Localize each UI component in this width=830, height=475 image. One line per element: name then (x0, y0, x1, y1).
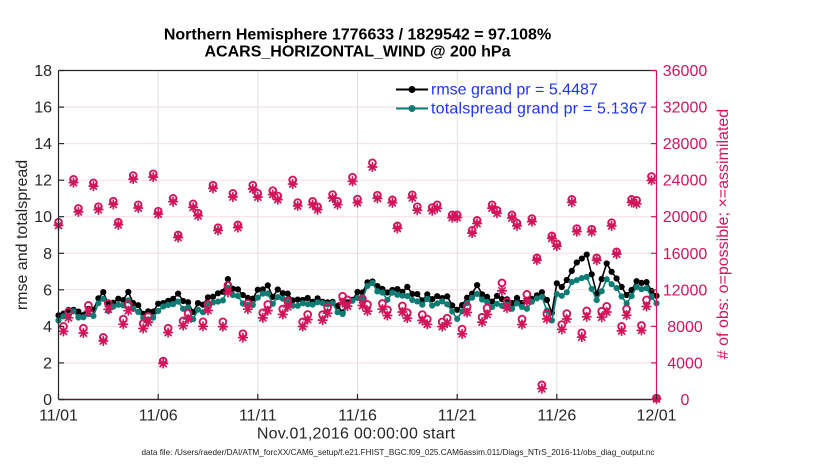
svg-text:18: 18 (34, 63, 52, 80)
svg-text:data file: /Users/raeder/DAI/A: data file: /Users/raeder/DAI/ATM_forcXX/… (141, 448, 654, 457)
svg-text:Northern Hemisphere 1776633 /: Northern Hemisphere 1776633 / 1829542 = … (164, 27, 551, 44)
svg-text:4: 4 (43, 319, 52, 336)
svg-text:36000: 36000 (663, 63, 708, 80)
svg-text:0: 0 (681, 392, 690, 409)
svg-text:11/11: 11/11 (239, 408, 277, 425)
svg-text:14: 14 (34, 136, 52, 153)
svg-text:4000: 4000 (667, 355, 703, 372)
svg-text:# of obs: o=possible; ×=assimi: # of obs: o=possible; ×=assimilated (715, 109, 732, 359)
svg-text:12: 12 (34, 173, 52, 190)
svg-text:totalspread grand pr = 5.1367: totalspread grand pr = 5.1367 (431, 101, 647, 118)
svg-text:2: 2 (43, 355, 52, 372)
svg-text:32000: 32000 (663, 100, 708, 117)
svg-text:11/01: 11/01 (39, 408, 78, 425)
svg-text:ACARS_HORIZONTAL_WIND @ 200 hP: ACARS_HORIZONTAL_WIND @ 200 hPa (204, 44, 510, 61)
svg-text:24000: 24000 (663, 173, 708, 190)
svg-text:20000: 20000 (663, 209, 708, 226)
svg-text:11/26: 11/26 (537, 408, 576, 425)
svg-text:16: 16 (34, 100, 52, 117)
svg-text:rmse and totalspread: rmse and totalspread (14, 160, 31, 310)
svg-text:16000: 16000 (663, 246, 708, 263)
svg-text:rmse grand pr = 5.4487: rmse grand pr = 5.4487 (431, 82, 598, 99)
svg-text:12000: 12000 (663, 282, 708, 299)
svg-text:11/21: 11/21 (438, 408, 477, 425)
svg-text:10: 10 (34, 209, 52, 226)
svg-text:11/06: 11/06 (139, 408, 178, 425)
svg-text:0: 0 (43, 392, 52, 409)
svg-text:6: 6 (43, 282, 52, 299)
svg-text:8000: 8000 (667, 319, 703, 336)
svg-text:8: 8 (43, 246, 52, 263)
svg-text:12/01: 12/01 (636, 408, 676, 425)
svg-text:Nov.01,2016 00:00:00 start: Nov.01,2016 00:00:00 start (257, 426, 456, 443)
svg-text:11/16: 11/16 (338, 408, 377, 425)
svg-text:28000: 28000 (663, 136, 708, 153)
